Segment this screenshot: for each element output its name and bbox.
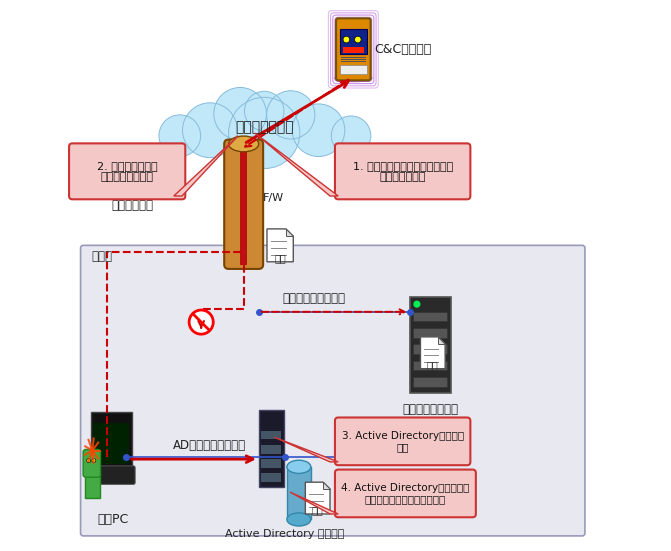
Text: インターネット: インターネット (235, 121, 293, 134)
Bar (261, 459, 281, 468)
Bar (413, 377, 448, 387)
Circle shape (159, 115, 201, 156)
Ellipse shape (229, 136, 259, 152)
Text: 組織内: 組織内 (91, 250, 113, 263)
Bar (85, 473, 100, 498)
Circle shape (331, 116, 371, 155)
Bar (261, 431, 281, 439)
Bar (240, 144, 248, 264)
Bar (91, 412, 132, 467)
Bar (261, 473, 281, 482)
Polygon shape (323, 482, 330, 489)
Bar (341, 57, 366, 58)
Bar (259, 410, 284, 487)
Circle shape (414, 301, 420, 307)
Ellipse shape (287, 513, 311, 526)
Text: Active Directory サーバー: Active Directory サーバー (225, 530, 344, 539)
Bar (93, 424, 129, 463)
Circle shape (189, 310, 213, 334)
FancyBboxPatch shape (83, 450, 101, 477)
FancyBboxPatch shape (336, 18, 370, 80)
Circle shape (183, 103, 238, 158)
Text: 3. Active Directoryのログの
確認: 3. Active Directoryのログの 確認 (342, 430, 464, 452)
Bar (413, 344, 448, 354)
Circle shape (343, 36, 350, 43)
Text: ADサーバーへの通信: ADサーバーへの通信 (173, 439, 246, 452)
Bar (340, 65, 367, 73)
Text: 1. ファイアウォール、プロキシ
サーバーの確認: 1. ファイアウォール、プロキシ サーバーの確認 (352, 160, 453, 182)
Text: ログ: ログ (312, 505, 323, 515)
Polygon shape (421, 337, 445, 369)
Text: ログ: ログ (427, 360, 439, 370)
Text: 4. Active Directoryサーバーや
ファイルサーバーなどの確認: 4. Active Directoryサーバーや ファイルサーバーなどの確認 (342, 483, 470, 504)
Polygon shape (254, 133, 338, 196)
Text: 2. 業務上規定して
いない通信の確認: 2. 業務上規定して いない通信の確認 (97, 160, 158, 182)
Bar (409, 298, 451, 393)
Polygon shape (174, 136, 238, 196)
Bar (340, 29, 367, 54)
Polygon shape (267, 229, 293, 262)
Circle shape (87, 458, 91, 462)
Text: プロキシを経由しない
外部への通信: プロキシを経由しない 外部への通信 (98, 184, 168, 212)
Circle shape (214, 88, 266, 140)
Bar (261, 445, 281, 453)
Text: ログ: ログ (274, 253, 286, 263)
Circle shape (92, 458, 96, 462)
Text: F/W: F/W (263, 193, 285, 203)
Circle shape (244, 91, 284, 131)
Ellipse shape (287, 460, 311, 473)
FancyBboxPatch shape (224, 139, 263, 269)
Polygon shape (438, 337, 445, 344)
Bar (343, 47, 364, 53)
Ellipse shape (333, 74, 373, 83)
Polygon shape (290, 492, 338, 514)
Bar (341, 61, 366, 62)
Bar (341, 59, 366, 60)
FancyBboxPatch shape (335, 143, 470, 199)
FancyBboxPatch shape (335, 469, 476, 517)
FancyBboxPatch shape (69, 143, 185, 199)
Bar (413, 361, 448, 370)
Bar (413, 312, 448, 321)
Polygon shape (305, 482, 330, 514)
FancyBboxPatch shape (87, 466, 135, 484)
Text: プロキシサーバー: プロキシサーバー (402, 403, 458, 416)
Polygon shape (274, 437, 338, 462)
Circle shape (354, 36, 361, 43)
Bar (413, 328, 448, 338)
FancyBboxPatch shape (335, 418, 470, 465)
Polygon shape (286, 229, 293, 236)
Circle shape (292, 104, 345, 156)
Bar (287, 467, 311, 520)
Circle shape (229, 98, 300, 169)
Text: C&Cサーバー: C&Cサーバー (374, 43, 431, 56)
FancyBboxPatch shape (81, 245, 585, 536)
Text: プロキシ経由の通信: プロキシ経由の通信 (282, 291, 345, 305)
Text: 感染PC: 感染PC (98, 513, 129, 526)
Circle shape (266, 91, 315, 139)
